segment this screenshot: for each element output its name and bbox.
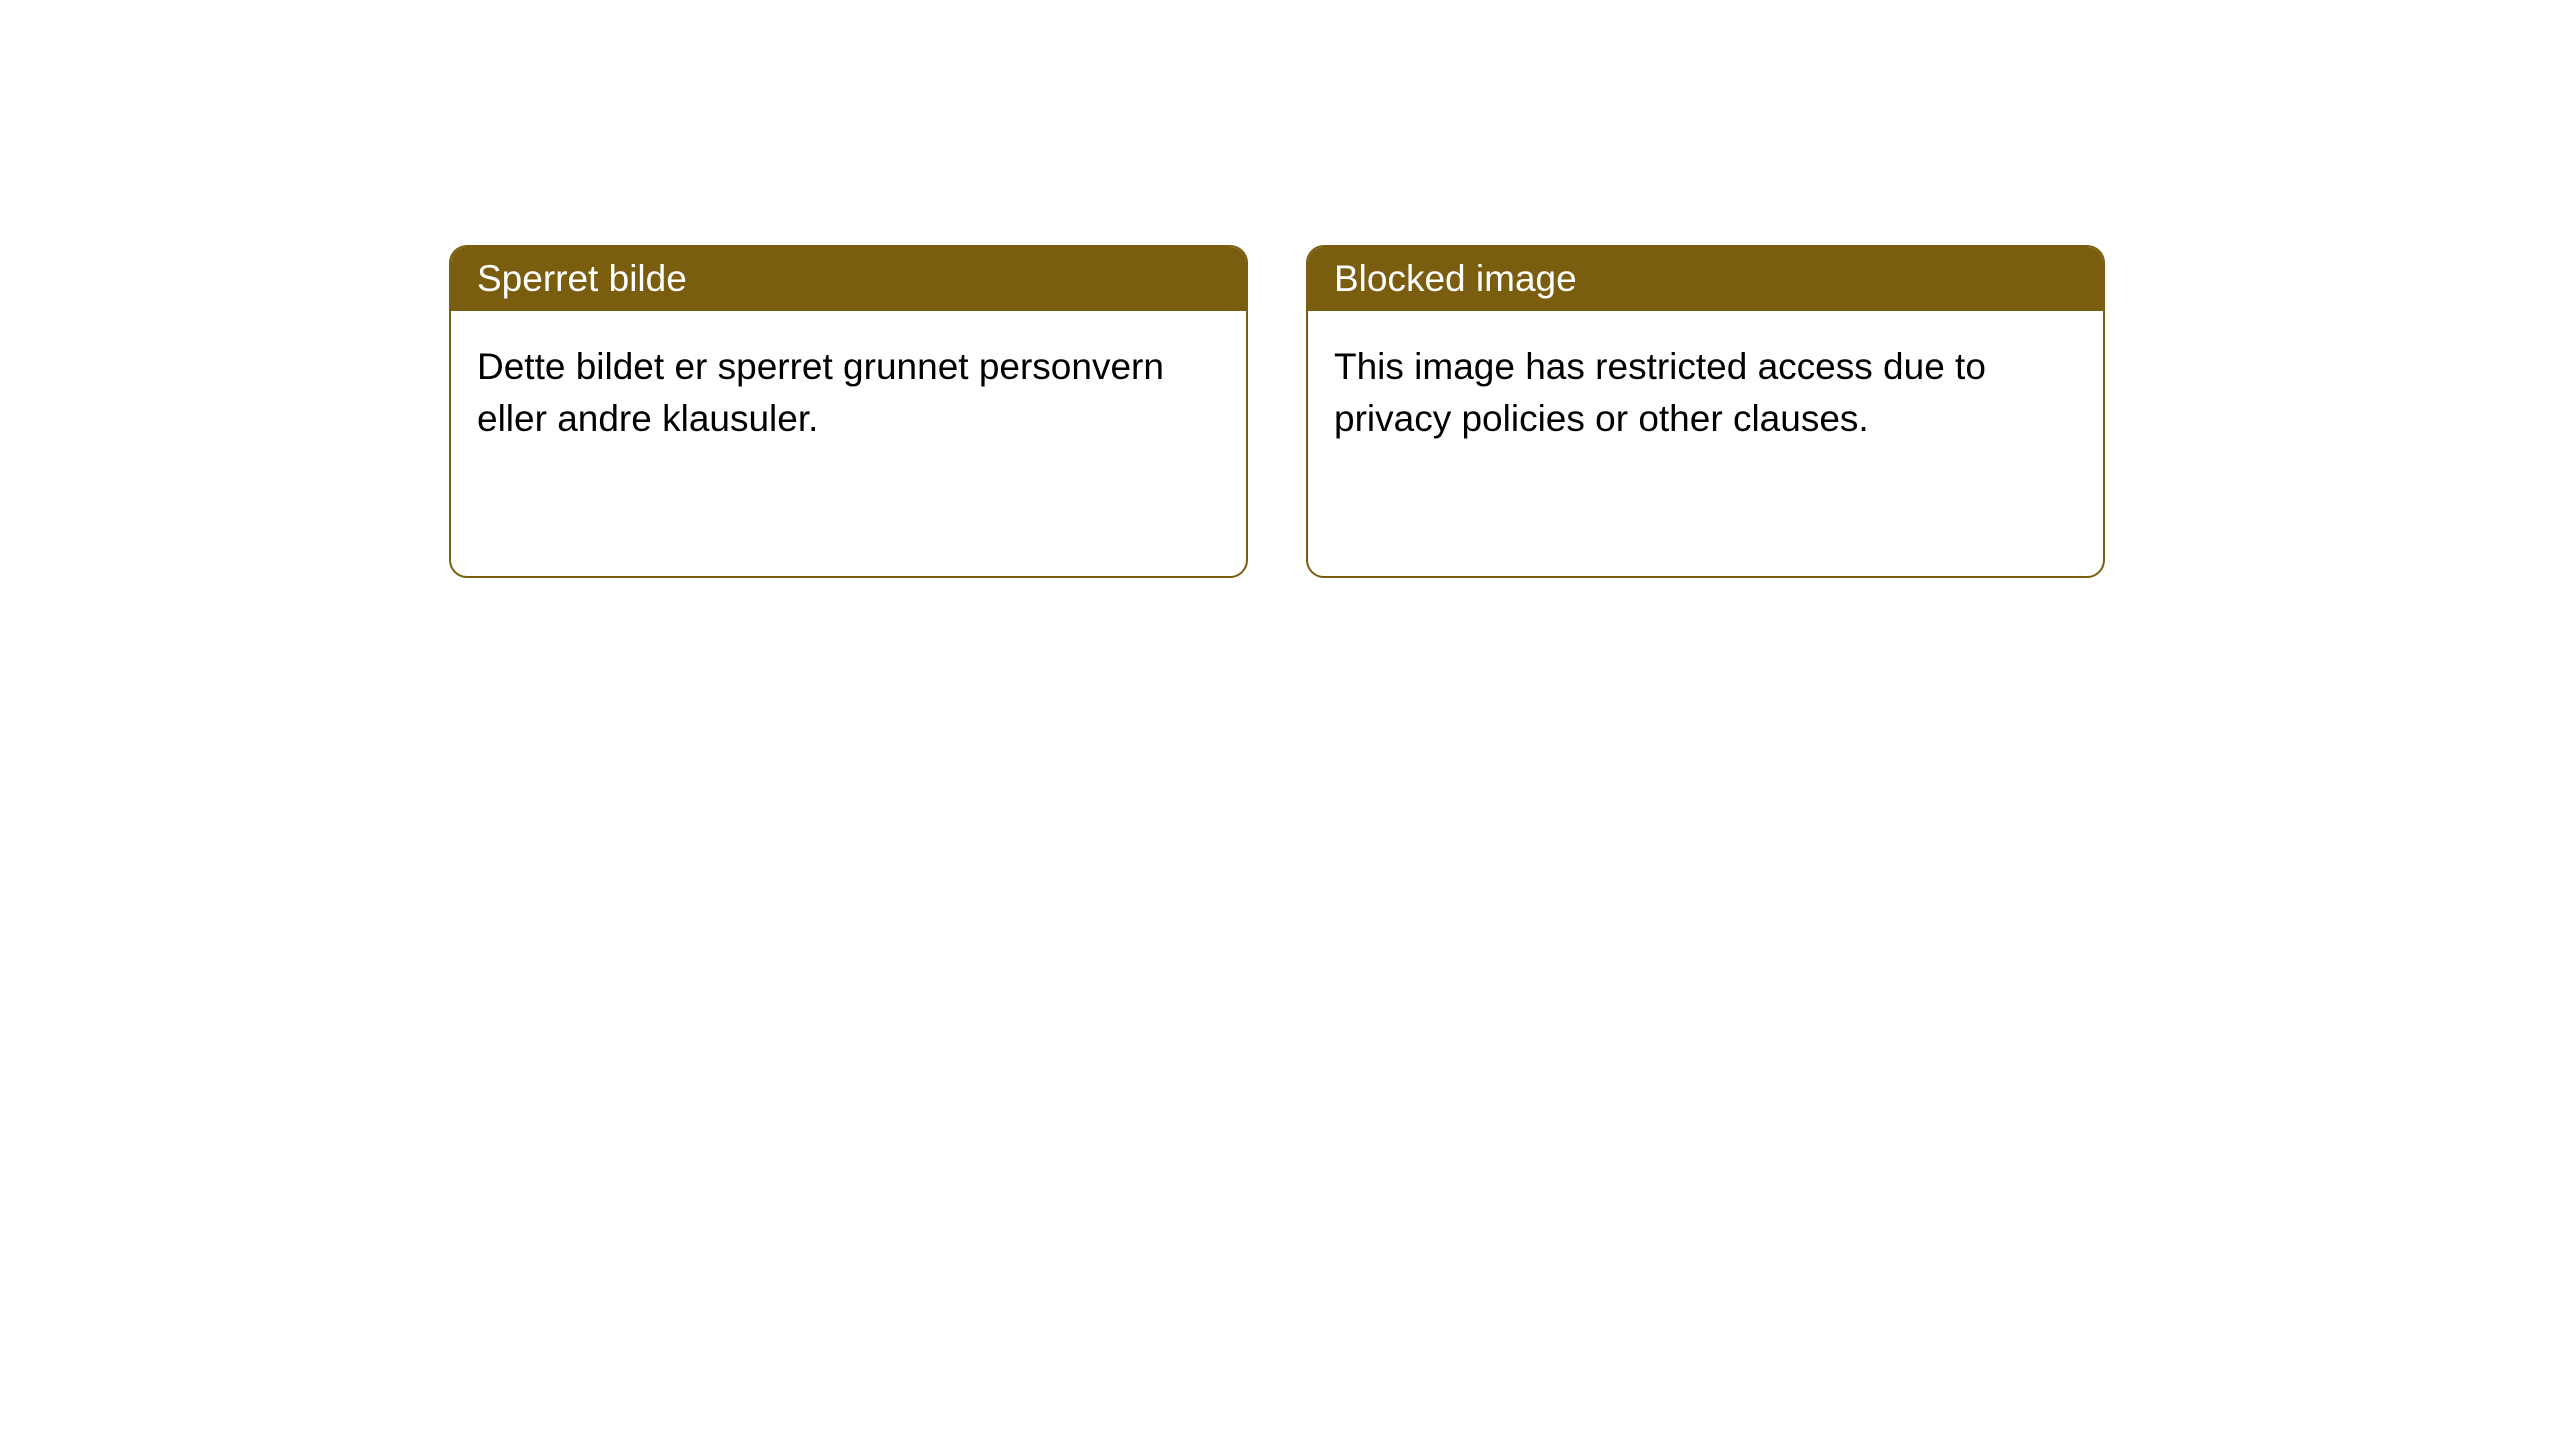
notice-card-body: Dette bildet er sperret grunnet personve… xyxy=(451,311,1246,475)
notice-card-title: Blocked image xyxy=(1334,258,1577,299)
notice-container: Sperret bilde Dette bildet er sperret gr… xyxy=(449,245,2105,578)
notice-card-norwegian: Sperret bilde Dette bildet er sperret gr… xyxy=(449,245,1248,578)
notice-card-header: Blocked image xyxy=(1308,247,2103,311)
notice-card-text: Dette bildet er sperret grunnet personve… xyxy=(477,346,1164,439)
notice-card-text: This image has restricted access due to … xyxy=(1334,346,1986,439)
notice-card-body: This image has restricted access due to … xyxy=(1308,311,2103,475)
notice-card-english: Blocked image This image has restricted … xyxy=(1306,245,2105,578)
notice-card-title: Sperret bilde xyxy=(477,258,687,299)
notice-card-header: Sperret bilde xyxy=(451,247,1246,311)
